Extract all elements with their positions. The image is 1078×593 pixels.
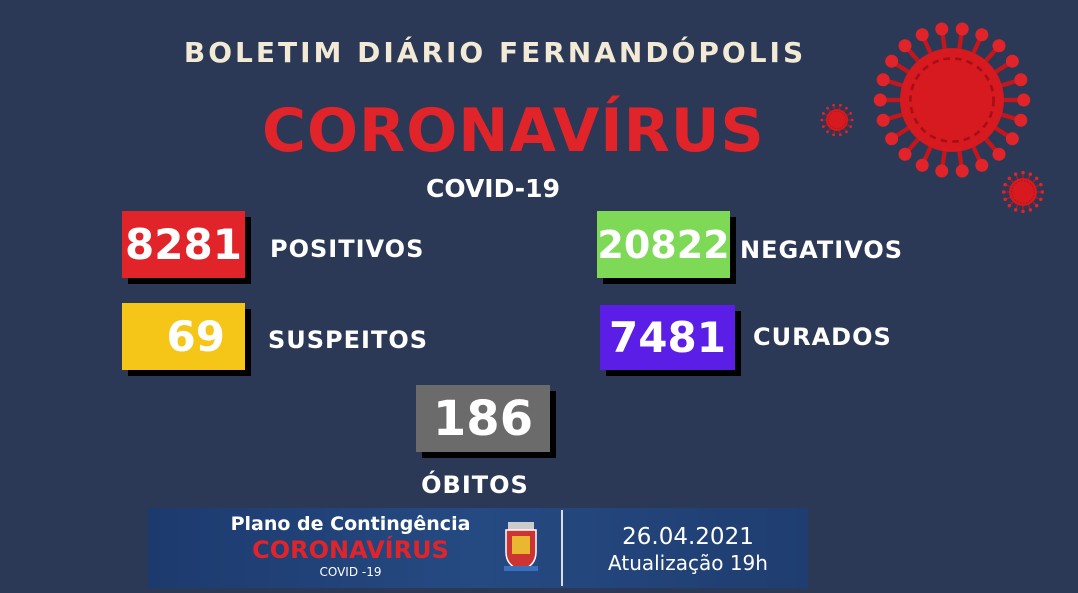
- virus-illustration: [820, 22, 1045, 214]
- virus-icon-small: [820, 103, 854, 137]
- positivos-count: 8281: [122, 211, 245, 278]
- divider: [561, 510, 563, 586]
- banner-covid: COVID -19: [319, 565, 382, 579]
- page-title: BOLETIM DIÁRIO FERNANDÓPOLIS: [183, 36, 807, 69]
- banner-plan-title: Plano de Contingência: [230, 513, 471, 535]
- negativos-label: NEGATIVOS: [740, 236, 904, 264]
- footer-banner: Plano de Contingência CORONAVÍRUS COVID …: [148, 508, 808, 588]
- virus-icon-small: [1001, 170, 1045, 214]
- negativos-count: 20822: [597, 211, 730, 278]
- bulletin-date: 26.04.2021: [622, 524, 754, 550]
- banner-coronavirus: CORONAVÍRUS: [252, 536, 449, 564]
- positivos-label: POSITIVOS: [270, 235, 425, 263]
- headline: CORONAVÍRUS: [262, 96, 765, 166]
- obitos-label: ÓBITOS: [421, 471, 529, 499]
- virus-icon-large: [873, 22, 1031, 178]
- suspeitos-count: 69: [122, 303, 245, 370]
- suspeitos-label: SUSPEITOS: [268, 326, 429, 354]
- obitos-count: 186: [416, 385, 550, 452]
- subtitle: COVID-19: [426, 174, 560, 203]
- curados-count: 7481: [600, 305, 735, 370]
- curados-label: CURADOS: [753, 323, 892, 351]
- update-time: Atualização 19h: [608, 551, 768, 575]
- city-coat-of-arms-icon: [504, 522, 538, 571]
